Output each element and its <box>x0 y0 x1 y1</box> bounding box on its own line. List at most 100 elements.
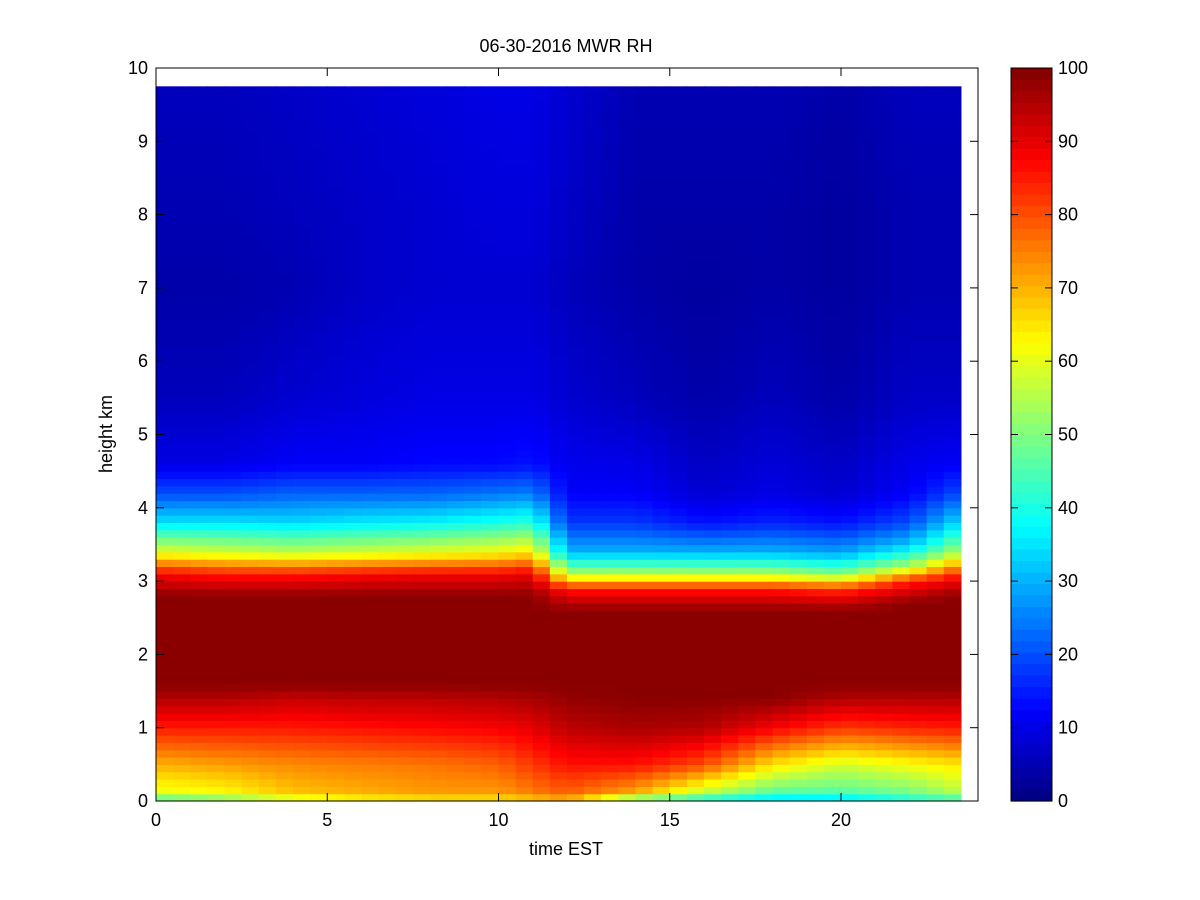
heatmap-cell <box>327 397 345 406</box>
heatmap-cell <box>584 221 602 230</box>
heatmap-cell <box>224 691 243 699</box>
heatmap-cell <box>943 771 962 780</box>
heatmap-cell <box>515 339 534 348</box>
heatmap-cell <box>532 713 551 721</box>
heatmap-cell <box>875 441 893 450</box>
heatmap-cell <box>430 727 448 736</box>
heatmap-cell <box>344 617 363 626</box>
heatmap-cell <box>909 89 928 98</box>
heatmap-cell <box>464 617 482 626</box>
heatmap-cell <box>361 720 380 729</box>
heatmap-cell <box>652 493 671 502</box>
heatmap-cell <box>892 632 911 641</box>
heatmap-cell <box>755 97 774 106</box>
heatmap-cell <box>173 302 191 311</box>
heatmap-cell <box>395 295 414 304</box>
heatmap-cell <box>652 559 671 568</box>
heatmap-cell <box>156 742 174 751</box>
heatmap-cell <box>858 192 876 201</box>
heatmap-cell <box>275 273 294 282</box>
heatmap-cell <box>584 735 602 743</box>
heatmap-cell <box>310 119 328 128</box>
heatmap-cell <box>481 441 500 450</box>
heatmap-cell <box>190 793 208 802</box>
heatmap-cell <box>224 324 243 333</box>
heatmap-cell <box>549 170 568 179</box>
heatmap-cell <box>601 661 619 670</box>
heatmap-cell <box>207 434 226 443</box>
heatmap-cell <box>841 412 859 421</box>
heatmap-cell <box>310 265 328 274</box>
heatmap-cell <box>584 507 602 516</box>
heatmap-cell <box>721 221 739 230</box>
heatmap-cell <box>207 683 226 692</box>
heatmap-cell <box>841 397 859 406</box>
heatmap-cell <box>481 449 500 458</box>
colorbar-segment <box>1011 663 1052 676</box>
heatmap-cell <box>344 522 363 531</box>
heatmap-cell <box>241 126 260 135</box>
heatmap-cell <box>481 126 500 135</box>
heatmap-cell <box>875 214 893 223</box>
heatmap-cell <box>841 199 859 208</box>
heatmap-cell <box>601 405 619 414</box>
heatmap-cell <box>481 236 500 245</box>
heatmap-cell <box>515 265 534 274</box>
heatmap-cell <box>549 258 568 267</box>
heatmap-cell <box>310 97 328 106</box>
heatmap-cell <box>156 265 174 274</box>
heatmap-cell <box>686 603 705 612</box>
heatmap-cell <box>173 273 191 282</box>
heatmap-cell <box>464 647 482 655</box>
heatmap-cell <box>344 221 363 230</box>
heatmap-cell <box>310 141 328 150</box>
heatmap-cell <box>173 324 191 333</box>
heatmap-cell <box>601 375 619 384</box>
heatmap-cell <box>686 691 705 699</box>
heatmap-cell <box>806 595 825 604</box>
heatmap-cell <box>567 111 585 120</box>
heatmap-cell <box>430 529 448 538</box>
heatmap-cell <box>635 119 654 128</box>
heatmap-cell <box>258 463 277 472</box>
heatmap-cell <box>430 427 448 436</box>
heatmap-cell <box>721 177 739 186</box>
heatmap-cell <box>258 214 277 223</box>
heatmap-cell <box>669 265 688 274</box>
heatmap-cell <box>601 302 619 311</box>
heatmap-cell <box>926 89 945 98</box>
colorbar-tick-label: 40 <box>1058 498 1078 518</box>
heatmap-cell <box>584 705 602 714</box>
heatmap-cell <box>378 302 397 311</box>
heatmap-cell <box>378 588 397 597</box>
heatmap-cell <box>789 500 808 509</box>
heatmap-cell <box>567 771 585 780</box>
heatmap-cell <box>412 199 431 208</box>
heatmap-cell <box>909 625 928 634</box>
heatmap-cell <box>841 793 859 802</box>
heatmap-cell <box>293 515 311 524</box>
heatmap-cell <box>498 507 517 516</box>
heatmap-cell <box>498 581 517 590</box>
heatmap-cell <box>943 214 962 223</box>
colorbar-segment <box>1011 675 1052 688</box>
heatmap-cell <box>601 251 619 260</box>
heatmap-cell <box>652 566 671 575</box>
heatmap-cell <box>224 412 243 421</box>
heatmap-cell <box>686 353 705 362</box>
heatmap-cell <box>532 412 551 421</box>
heatmap-cell <box>704 199 722 208</box>
heatmap-cell <box>515 361 534 370</box>
heatmap-cell <box>601 676 619 685</box>
heatmap-cell <box>310 529 328 538</box>
heatmap-cell <box>481 515 500 524</box>
heatmap-cell <box>447 427 465 436</box>
heatmap-cell <box>498 148 517 157</box>
heatmap-cell <box>156 610 174 619</box>
heatmap-cell <box>173 573 191 582</box>
heatmap-cell <box>755 537 774 546</box>
heatmap-cell <box>412 133 431 142</box>
heatmap-cell <box>704 251 722 260</box>
heatmap-cell <box>789 405 808 414</box>
heatmap-cell <box>481 485 500 494</box>
